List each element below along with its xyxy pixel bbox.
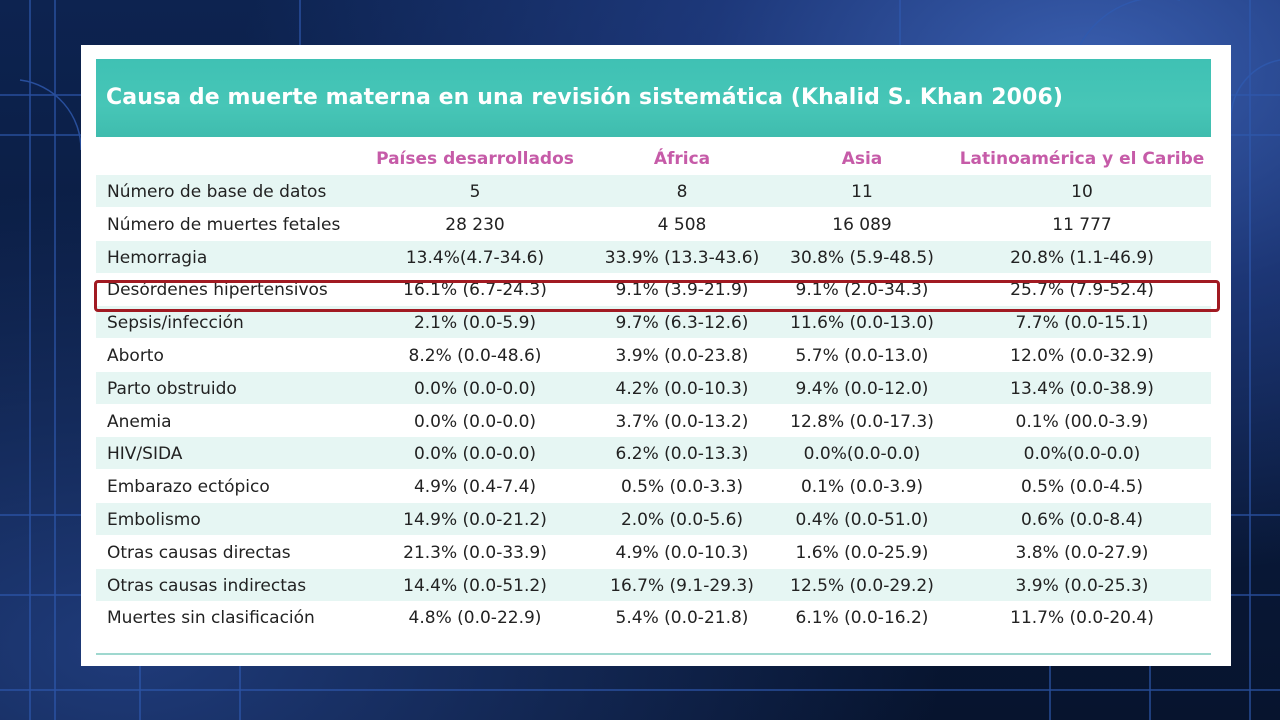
table-cell: 28 230: [445, 214, 505, 235]
table-cell: 20.8% (1.1-46.9): [1010, 247, 1154, 268]
row-label: Número de muertes fetales: [107, 214, 341, 235]
table-cell: 0.0% (0.0-0.0): [413, 378, 537, 399]
table-cell: 5: [469, 182, 481, 202]
table-cell: 12.8% (0.0-17.3): [790, 411, 934, 432]
table-cell: 9.1% (2.0-34.3): [795, 280, 929, 301]
column-header-africa: África: [653, 149, 711, 169]
row-label: Hemorragia: [107, 247, 208, 268]
row-label: Otras causas directas: [107, 542, 291, 563]
table-cell: 16 089: [832, 214, 892, 235]
table-cell: 2.0% (0.0-5.6): [620, 510, 744, 530]
table-row: Anemia 0.0% (0.0-0.0) 3.7% (0.0-13.2) 12.8%…: [96, 405, 1211, 437]
row-label: Embarazo ectópico: [107, 477, 270, 498]
table-row: Parto obstruido 0.0% (0.0-0.0) 4.2% (0.0-1…: [96, 371, 1211, 404]
table-cell: 2.1% (0.0-5.9): [413, 313, 537, 334]
table-cell: 11.6% (0.0-13.0): [790, 313, 934, 334]
table-cell: 0.0% (0.0-0.0): [413, 411, 537, 432]
table-cell: 21.3% (0.0-33.9): [403, 542, 547, 563]
table-cell: 8: [676, 182, 688, 202]
table-cell: 13.4%(4.7-34.6): [405, 247, 545, 268]
table-row: Aborto 8.2% (0.0-48.6) 3.9% (0.0-23.8) 5.7%…: [96, 339, 1211, 371]
table-cell: 4.9% (0.0-10.3): [615, 542, 749, 563]
table-row: Embarazo ectópico 4.9% (0.4-7.4) 0.5% (0.0…: [96, 470, 1211, 502]
document-page: Causa de muerte materna en una revisión …: [81, 45, 1231, 666]
table-row: HIV/SIDA 0.0% (0.0-0.0) 6.2% (0.0-13.3) 0.0…: [96, 437, 1211, 470]
table-cell: 33.9% (13.3-43.6): [604, 247, 760, 268]
row-label: Otras causas indirectas: [107, 575, 307, 596]
table-cell: 12.0% (0.0-32.9): [1010, 346, 1154, 366]
row-label: Sepsis/infección: [107, 313, 244, 334]
table-cell: 0.5% (0.0-3.3): [620, 477, 744, 498]
table-cell: 9.1% (3.9-21.9): [615, 280, 749, 301]
table-row: Desórdenes hipertensivos 16.1% (6.7-24.3)…: [96, 273, 1211, 305]
table-cell: 0.6% (0.0-8.4): [1020, 510, 1144, 530]
table-cell: 8.2% (0.0-48.6): [408, 346, 542, 366]
column-headers: Países desarrollados África Asia Latinoa…: [81, 145, 1231, 173]
table-cell: 25.7% (7.9-52.4): [1010, 280, 1154, 301]
table-cell: 4.8% (0.0-22.9): [408, 608, 542, 629]
table-cell: 6.2% (0.0-13.3): [615, 444, 749, 465]
table-cell: 3.7% (0.0-13.2): [615, 411, 749, 432]
table-cell: 0.0%(0.0-0.0): [1023, 444, 1141, 465]
table-cell: 5.7% (0.0-13.0): [795, 346, 929, 366]
column-header-latinoamerica: Latinoamérica y el Caribe: [959, 149, 1205, 169]
table-cell: 9.4% (0.0-12.0): [795, 378, 929, 399]
table-cell: 30.8% (5.9-48.5): [790, 247, 934, 268]
table-cell: 4 508: [657, 214, 707, 235]
table-row: Otras causas indirectas 14.4% (0.0-51.2) 1…: [96, 568, 1211, 601]
table-cell: 7.7% (0.0-15.1): [1015, 313, 1149, 334]
table-cell: 0.4% (0.0-51.0): [795, 510, 929, 530]
row-label: Desórdenes hipertensivos: [107, 280, 328, 301]
table-cell: 0.1% (00.0-3.9): [1015, 411, 1149, 432]
highlight-box: [94, 280, 1220, 312]
table-cell: 11.7% (0.0-20.4): [1010, 608, 1154, 629]
table-row: Muertes sin clasificación 4.8% (0.0-22.9)…: [96, 601, 1211, 633]
table-cell: 0.0%(0.0-0.0): [803, 444, 921, 465]
table-cell: 6.1% (0.0-16.2): [795, 608, 929, 629]
table-cell: 0.5% (0.0-4.5): [1020, 477, 1144, 498]
table-cell: 4.2% (0.0-10.3): [615, 378, 749, 399]
table-cell: 1.6% (0.0-25.9): [795, 542, 929, 563]
column-header-paises-desarrollados: Países desarrollados: [376, 149, 574, 169]
table-cell: 16.1% (6.7-24.3): [403, 280, 547, 301]
table-cell: 11: [851, 182, 873, 202]
title-bar: Causa de muerte materna en una revisión …: [96, 59, 1211, 137]
table-cell: 3.9% (0.0-25.3): [1015, 575, 1149, 596]
row-label: Aborto: [107, 346, 164, 366]
table-cell: 0.0% (0.0-0.0): [413, 444, 537, 465]
table-cell: 3.8% (0.0-27.9): [1015, 542, 1149, 563]
table-cell: 4.9% (0.4-7.4): [413, 477, 537, 498]
table-cell: 11 777: [1052, 214, 1112, 235]
table-cell: 12.5% (0.0-29.2): [790, 575, 934, 596]
table-row: Número de muertes fetales 28 230 4 508 16 0…: [96, 208, 1211, 240]
table-row: Otras causas directas 21.3% (0.0-33.9) 4.9…: [96, 536, 1211, 568]
row-label: Número de base de datos: [107, 182, 327, 202]
table-bottom-rule: [96, 653, 1211, 655]
table-cell: 0.1% (0.0-3.9): [800, 477, 924, 498]
row-label: Parto obstruido: [107, 378, 237, 399]
row-label: HIV/SIDA: [107, 444, 183, 465]
table-row: Embolismo 14.9% (0.0-21.2) 2.0% (0.0-5.6) 0…: [96, 503, 1211, 535]
table-cell: 14.9% (0.0-21.2): [403, 510, 547, 530]
row-label: Embolismo: [107, 510, 201, 530]
row-label: Muertes sin clasificación: [107, 608, 315, 629]
table-title: Causa de muerte materna en una revisión …: [106, 85, 1064, 110]
table-cell: 14.4% (0.0-51.2): [403, 575, 547, 596]
table-cell: 13.4% (0.0-38.9): [1010, 378, 1154, 399]
table-row: Hemorragia 13.4%(4.7-34.6) 33.9% (13.3-43.…: [96, 240, 1211, 273]
table-cell: 9.7% (6.3-12.6): [615, 313, 749, 334]
table-cell: 10: [1071, 182, 1093, 202]
row-label: Anemia: [107, 411, 172, 432]
table-cell: 16.7% (9.1-29.3): [610, 575, 754, 596]
table-row: Número de base de datos 5 8 11 10: [96, 175, 1211, 207]
column-header-asia: Asia: [841, 149, 883, 169]
table-cell: 5.4% (0.0-21.8): [615, 608, 749, 629]
table-cell: 3.9% (0.0-23.8): [615, 346, 749, 366]
